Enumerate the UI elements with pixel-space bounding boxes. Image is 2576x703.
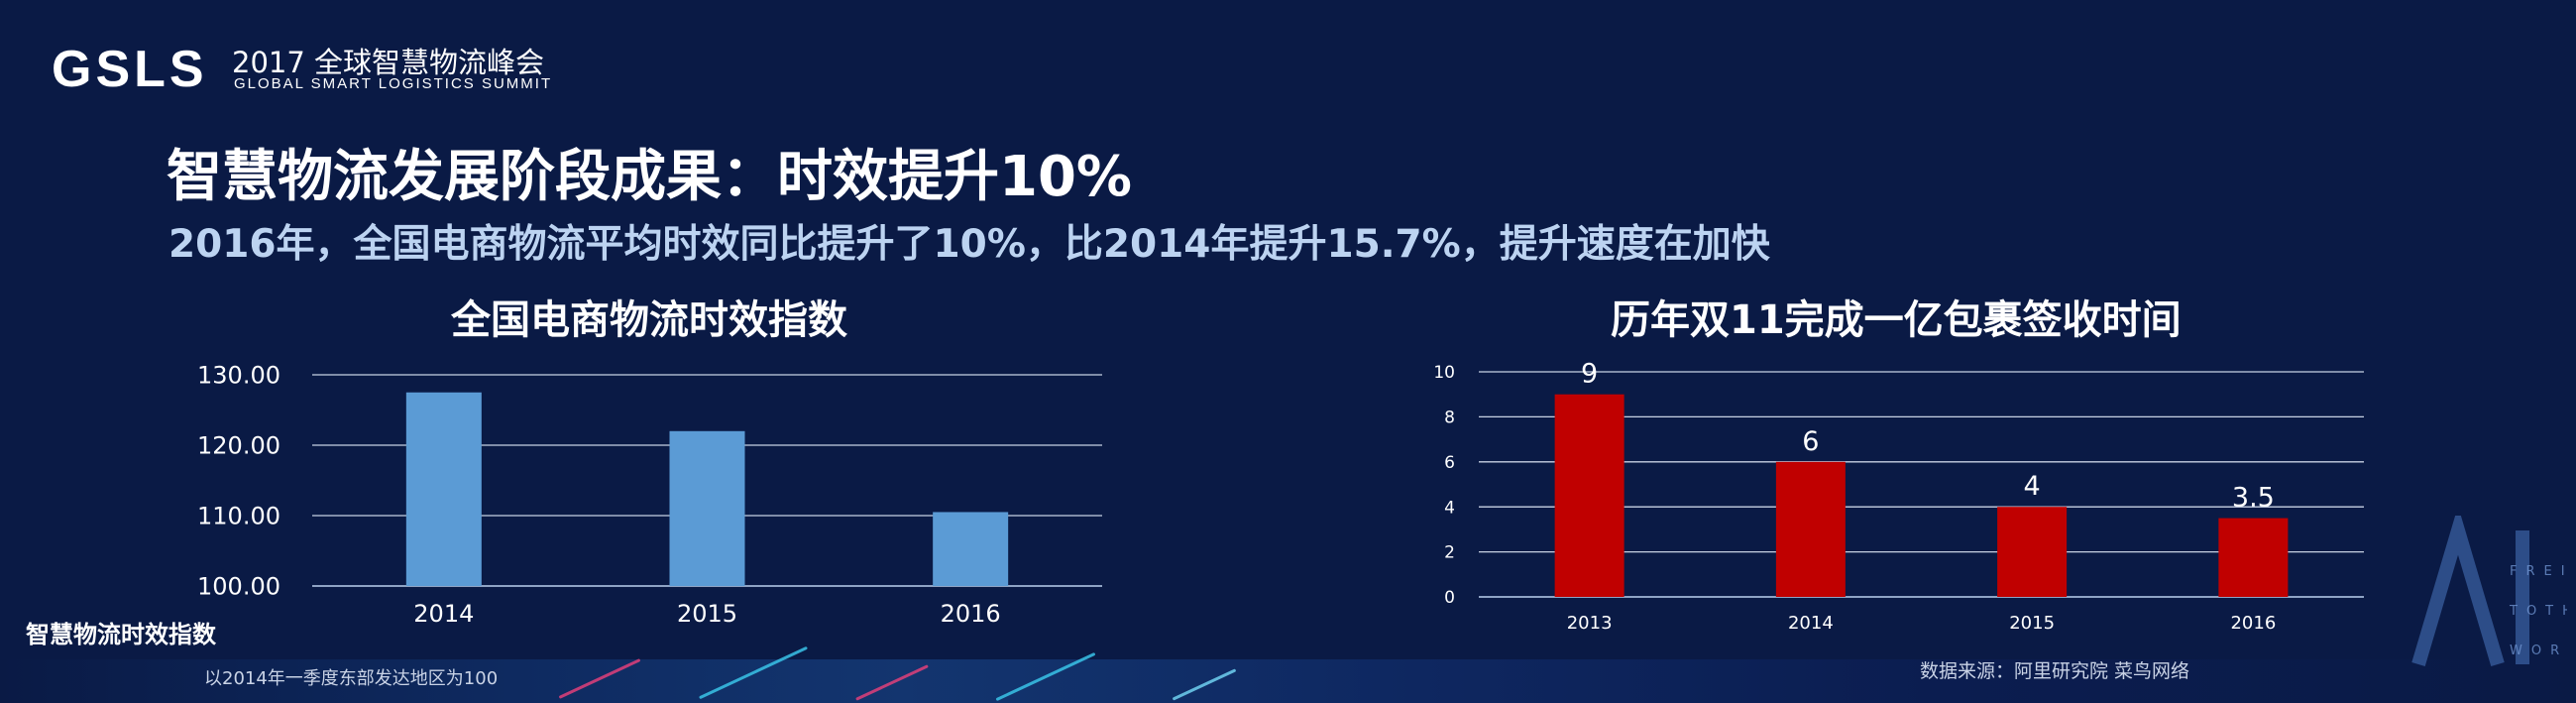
svg-text:TOTHE: TOTHE (2509, 604, 2567, 619)
bar (1554, 394, 1624, 597)
x-tick-label: 2015 (2009, 613, 2055, 634)
bar (1997, 507, 2068, 597)
chart-title-left: 全国电商物流时效指数 (451, 297, 847, 343)
bar (933, 512, 1009, 586)
chart-singles-day-signoff: 0 2 4 6 8 10 2013 9 2014 6 2015 4 2016 3.5 (1433, 359, 2364, 634)
y-tick-label: 8 (1444, 409, 1455, 428)
x-tick-label: 2013 (1567, 613, 1613, 634)
y-tick-label: 100.00 (197, 573, 280, 601)
bar (1775, 461, 1846, 597)
y-tick-label: 4 (1444, 498, 1455, 518)
bar (669, 430, 745, 586)
y-tick-label: 130.00 (197, 362, 280, 390)
logo-subtitle: GLOBAL SMART LOGISTICS SUMMIT (234, 75, 553, 92)
chart-timeliness-index: 100.00 110.00 120.00 130.00 2014 2015 2016 (197, 362, 1102, 628)
x-tick-label: 2015 (677, 600, 737, 628)
freight-logo-watermark: FREIGHT TOTHE WORLD (2411, 516, 2567, 666)
data-label: 6 (1802, 426, 1819, 457)
logo-brand: GSLS (52, 41, 208, 98)
y-tick-label: 120.00 (197, 432, 280, 460)
y-tick-label: 2 (1444, 543, 1455, 563)
y-tick-label: 10 (1433, 363, 1455, 383)
x-tick-label: 2014 (413, 600, 474, 628)
y-tick-label: 110.00 (197, 503, 280, 530)
bar (405, 392, 482, 586)
y-tick-label: 6 (1444, 453, 1455, 473)
chart-title-right: 历年双11完成一亿包裹签收时间 (1611, 297, 2182, 343)
data-label: 3.5 (2232, 483, 2275, 514)
side-label: 智慧物流时效指数 (26, 621, 216, 648)
page-title: 智慧物流发展阶段成果：时效提升10% (167, 145, 1133, 209)
baseline-note: 以2014年一季度东部发达地区为100 (204, 668, 499, 689)
x-tick-label: 2014 (1788, 613, 1834, 634)
data-label: 4 (2024, 471, 2041, 502)
svg-text:WORLD: WORLD (2510, 644, 2567, 658)
y-tick-label: 0 (1444, 588, 1455, 608)
x-tick-label: 2016 (2230, 613, 2276, 634)
data-label: 9 (1581, 359, 1598, 390)
data-source: 数据来源：阿里研究院 菜鸟网络 (1920, 660, 2190, 682)
decorative-band (0, 645, 2576, 703)
page-subtitle: 2016年，全国电商物流平均时效同比提升了10%，比2014年提升15.7%，提… (168, 222, 1770, 267)
light-streak (1172, 668, 1237, 701)
svg-text:FREIGHT: FREIGHT (2510, 564, 2567, 579)
x-tick-label: 2016 (941, 600, 1001, 628)
logo-title: 2017 全球智慧物流峰会 (232, 46, 545, 79)
bar (2218, 518, 2289, 597)
